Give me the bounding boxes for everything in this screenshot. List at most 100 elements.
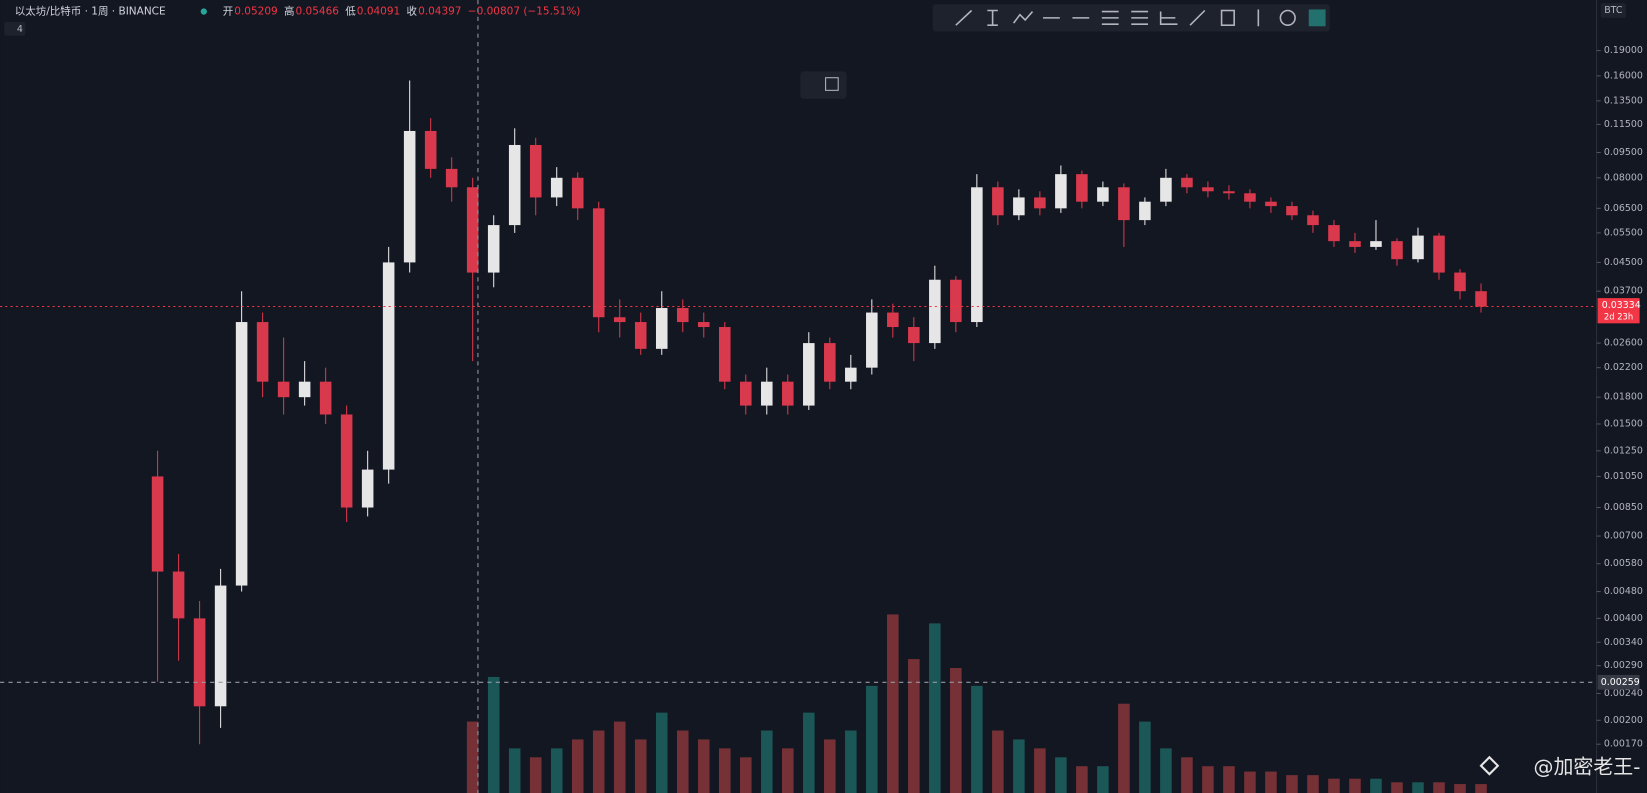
candle-body bbox=[1139, 201, 1151, 221]
tool-brush[interactable] bbox=[1189, 9, 1206, 26]
candle-body bbox=[1034, 197, 1046, 209]
price-countdown: 2d 23h bbox=[1604, 312, 1633, 322]
y-tick-label: 0.13500 bbox=[1604, 95, 1643, 106]
tool-path[interactable] bbox=[1012, 11, 1034, 24]
volume-bar bbox=[761, 730, 773, 793]
ohlc-key: 开 bbox=[223, 6, 233, 18]
widget-icon bbox=[825, 77, 839, 91]
candle-body bbox=[718, 327, 731, 382]
tool-fib[interactable] bbox=[1131, 10, 1149, 25]
volume-bar bbox=[466, 721, 479, 793]
candle-body bbox=[1223, 191, 1235, 194]
candle-body bbox=[1391, 241, 1403, 260]
candle-body bbox=[1097, 187, 1109, 202]
volume-bar bbox=[529, 757, 542, 793]
candle-body bbox=[929, 279, 941, 344]
volume-bar bbox=[824, 739, 836, 793]
status-dot bbox=[200, 8, 207, 15]
volume-bar bbox=[1181, 757, 1193, 793]
y-tick-label: 0.04500 bbox=[1604, 257, 1643, 268]
candle-body bbox=[1055, 174, 1067, 209]
candle-body bbox=[845, 367, 857, 382]
candle-body bbox=[382, 262, 395, 470]
volume-bar bbox=[1055, 757, 1067, 793]
volume-bar bbox=[1223, 766, 1235, 793]
volume-bar bbox=[1433, 782, 1445, 793]
candle-body bbox=[1370, 241, 1382, 247]
candle-body bbox=[445, 168, 458, 188]
y-tick-label: 0.02200 bbox=[1604, 362, 1643, 373]
volume-bar bbox=[1118, 703, 1130, 793]
y-tick-label: 0.01500 bbox=[1604, 418, 1643, 429]
candle-body bbox=[655, 308, 668, 349]
tool-ray[interactable] bbox=[987, 9, 998, 26]
currency: BTC bbox=[1604, 5, 1623, 16]
ohlc-key: 收 bbox=[407, 5, 418, 18]
volume-bar bbox=[887, 614, 899, 793]
tool-circle[interactable] bbox=[1279, 9, 1296, 26]
tool-channel[interactable] bbox=[1101, 10, 1119, 25]
candle-body bbox=[908, 327, 920, 344]
candle-body bbox=[1244, 193, 1256, 202]
volume-bar bbox=[1013, 739, 1025, 793]
y-tick-label: 0.00340 bbox=[1604, 637, 1643, 648]
volume-bar bbox=[1097, 766, 1109, 793]
volume-bar bbox=[697, 739, 710, 793]
tool-fan[interactable] bbox=[1159, 11, 1178, 25]
y-tick-label: 0.00240 bbox=[1604, 688, 1643, 699]
volume-bar bbox=[550, 748, 563, 793]
floating-widget[interactable] bbox=[800, 71, 847, 99]
candle-body bbox=[824, 343, 836, 382]
volume-bar bbox=[1349, 778, 1361, 793]
y-tick-label: 0.00400 bbox=[1604, 613, 1643, 624]
ohlc-value: 0.05466 bbox=[296, 6, 340, 18]
currency-box[interactable] bbox=[1600, 3, 1626, 18]
candle-body bbox=[1181, 177, 1193, 188]
volume-bar bbox=[487, 676, 500, 793]
ohlc-key: 低 bbox=[345, 5, 356, 18]
volume-bar bbox=[782, 748, 794, 793]
volume-bar bbox=[1265, 771, 1277, 793]
candle-body bbox=[1412, 235, 1424, 260]
y-tick-label: 0.00850 bbox=[1604, 502, 1643, 513]
volume-bar bbox=[571, 739, 584, 793]
tool-line[interactable] bbox=[955, 9, 973, 26]
volume-bar bbox=[1202, 766, 1214, 793]
volume-bar bbox=[1307, 775, 1319, 793]
candle-body bbox=[529, 144, 542, 198]
candle-body bbox=[1265, 201, 1277, 207]
candle-body bbox=[1076, 174, 1088, 202]
candle-body bbox=[1433, 235, 1445, 273]
tool-rect[interactable] bbox=[1220, 9, 1235, 26]
candle-body bbox=[340, 414, 353, 508]
volume-bar bbox=[950, 668, 962, 793]
candle-body bbox=[1013, 197, 1025, 216]
candle-body bbox=[1160, 177, 1172, 202]
y-tick-label: 0.19000 bbox=[1604, 45, 1643, 56]
ohlc-value: 0.04397 bbox=[418, 6, 461, 18]
price-label-bg bbox=[1597, 298, 1640, 324]
volume-bar bbox=[1391, 782, 1403, 793]
volume-bar bbox=[908, 659, 920, 793]
candle-body bbox=[1475, 291, 1487, 307]
watermark: @加密老王- bbox=[1534, 754, 1641, 778]
watermark-logo bbox=[1479, 755, 1500, 776]
y-tick-label: 0.00200 bbox=[1604, 715, 1643, 726]
volume-bar bbox=[1454, 784, 1466, 793]
volume-bar bbox=[508, 748, 521, 793]
candle-body bbox=[235, 322, 248, 586]
candle-body bbox=[550, 177, 563, 198]
y-tick-label: 0.00580 bbox=[1604, 558, 1643, 569]
y-tick-label: 0.06500 bbox=[1604, 203, 1643, 214]
indicator-toggle[interactable] bbox=[4, 22, 26, 36]
y-tick-label: 0.01800 bbox=[1604, 392, 1643, 403]
candle-body bbox=[613, 317, 626, 323]
symbol: 以太坊/比特币 · 1周 · BINANCE bbox=[15, 5, 166, 18]
volume-bar bbox=[803, 712, 815, 793]
ohlc-value: 0.04091 bbox=[357, 6, 400, 18]
candle-body bbox=[403, 130, 416, 263]
tool-layout[interactable] bbox=[1308, 9, 1326, 27]
y-tick-label: 0.16000 bbox=[1604, 70, 1643, 81]
volume-bar bbox=[1370, 778, 1382, 793]
